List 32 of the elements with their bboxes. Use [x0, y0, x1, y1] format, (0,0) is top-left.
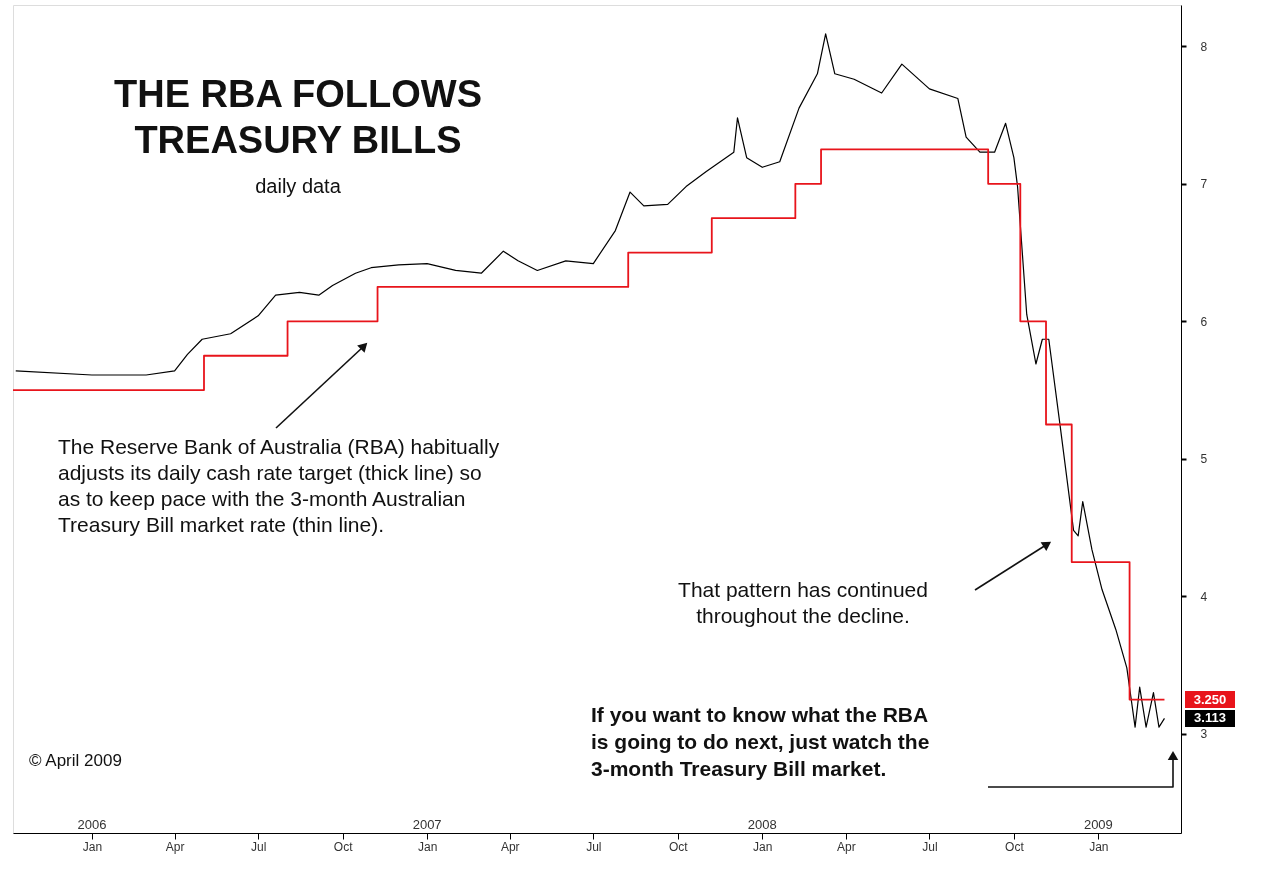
text: THE RBA FOLLOWS TREASURY BILLS: [114, 73, 482, 161]
x2-tick-label: 2008: [747, 817, 777, 832]
x-tick-label: Jul: [251, 839, 267, 854]
text: 3.113: [1194, 710, 1226, 726]
y-tick-label: 8: [1200, 39, 1208, 54]
annotation: If you want to know what the RBA is going to do next, just watch the 3-month Treasury Bill market.: [591, 703, 930, 780]
x-tick-label: Oct: [1005, 839, 1025, 854]
line-series: [15, 33, 1166, 728]
x-tick-label: Jan: [753, 839, 773, 854]
text: 3.250: [1193, 691, 1227, 707]
x2-tick-label: 2009: [1083, 817, 1113, 832]
y-tick-label: 6: [1200, 314, 1208, 329]
x-tick-label: Oct: [333, 839, 354, 854]
x-tick-label: Oct: [668, 839, 689, 854]
x-tick-label: Apr: [165, 839, 185, 854]
text: daily data: [255, 175, 342, 197]
y-tick-label: 4: [1200, 589, 1208, 604]
x-tick-label: Jul: [586, 839, 602, 854]
x-tick-label: Apr: [837, 839, 856, 854]
x2-tick-label: 2007: [412, 817, 442, 832]
x-tick-label: Jan: [82, 839, 103, 854]
x2-tick-label: 2006: [77, 817, 107, 832]
y-tick-label: 5: [1200, 452, 1208, 467]
x-tick-label: Jan: [417, 839, 438, 854]
annotation: The Reserve Bank of Australia (RBA) habitually adjusts its daily cash rate target (thick line) so as to keep pace with the 3-month Australian Treasury Bill market rate (thin line).: [58, 435, 500, 536]
annotation: That pattern has continued throughout the decline.: [678, 578, 928, 627]
y-tick-label: 3: [1200, 727, 1208, 742]
x-tick-label: Jan: [1089, 839, 1109, 854]
x-tick-label: Apr: [500, 839, 520, 854]
x-tick-label: Jul: [922, 839, 938, 854]
annotation: © April 2009: [29, 751, 122, 770]
y-tick-label: 7: [1200, 177, 1208, 192]
